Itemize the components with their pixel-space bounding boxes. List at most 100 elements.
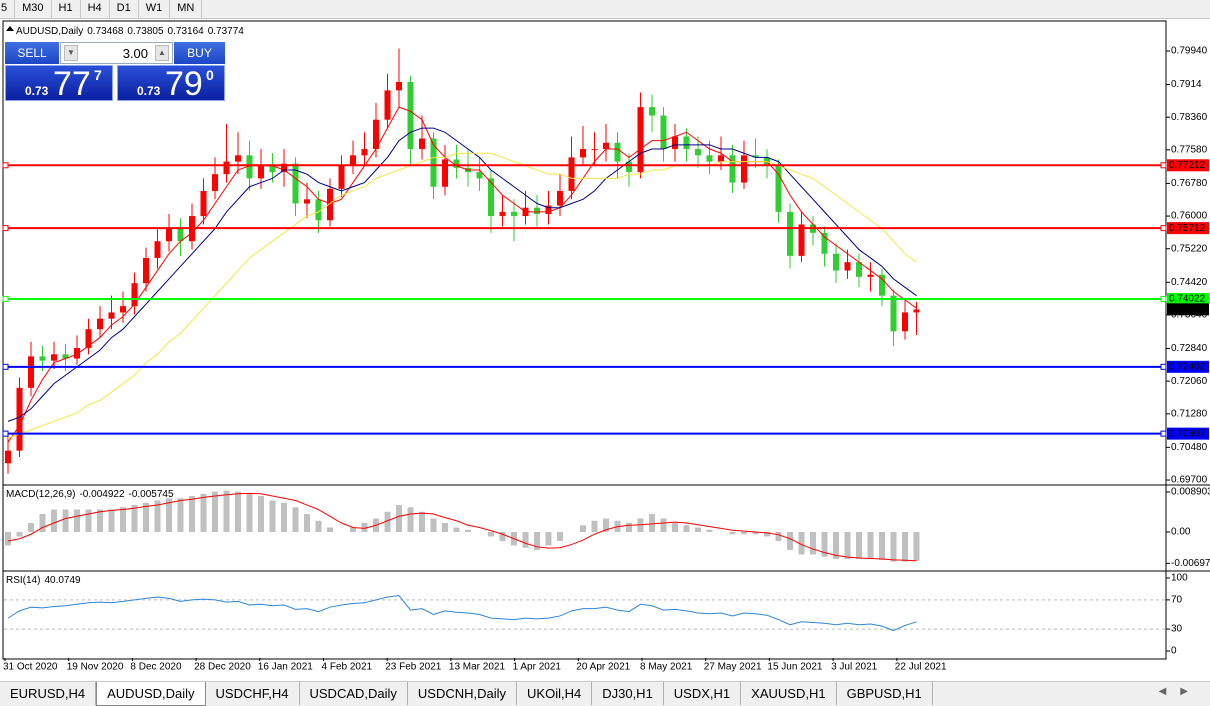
- chart-tabs: ◀▶ EURUSD,H4 AUDUSD,Daily USDCHF,H4 USDCAD,…: [0, 681, 1210, 706]
- sell-button[interactable]: SELL: [5, 42, 59, 64]
- timeframe-button[interactable]: H4: [81, 0, 110, 18]
- x-tick-label: 19 Nov 2020: [67, 662, 124, 673]
- x-tick-label: 13 Mar 2021: [449, 662, 506, 673]
- y-tick-label: 0.00: [1171, 527, 1191, 538]
- collapse-icon[interactable]: [6, 26, 14, 31]
- x-tick-label: 31 Oct 2020: [3, 662, 58, 673]
- candle-body: [867, 274, 874, 277]
- candle-body: [545, 205, 552, 214]
- level-handle: [1160, 225, 1167, 232]
- chart-tab[interactable]: DJ30,H1: [592, 682, 664, 705]
- chart-tab[interactable]: GBPUSD,H1: [837, 682, 933, 705]
- level-price-label: 0.72402: [1169, 361, 1206, 372]
- x-tick-label: 15 Jun 2021: [767, 662, 822, 673]
- candle-body: [695, 149, 701, 156]
- macd-bar: [499, 531, 506, 541]
- chart-tab[interactable]: UKOil,H4: [517, 682, 593, 705]
- macd-bar: [131, 505, 138, 532]
- macd-bar: [672, 523, 678, 532]
- macd-bar: [534, 531, 540, 550]
- chart-tab[interactable]: USDX,H1: [664, 682, 742, 705]
- macd-bar: [143, 502, 149, 532]
- chart-tab[interactable]: AUDUSD,Daily: [96, 682, 206, 706]
- candle-body: [223, 161, 230, 175]
- lot-down[interactable]: ▼: [64, 45, 78, 61]
- header-field: 0.73774: [208, 26, 245, 37]
- lot-up[interactable]: ▲: [155, 45, 169, 61]
- macd-bar: [407, 507, 414, 532]
- candle-body: [396, 81, 402, 91]
- candle-body: [626, 161, 632, 173]
- level-price-box: [1167, 159, 1209, 172]
- macd-signal: [7, 492, 917, 562]
- timeframe-button[interactable]: M30: [15, 0, 52, 18]
- timeframe-button[interactable]: W1: [139, 0, 171, 18]
- timeframe-button[interactable]: MN: [170, 0, 203, 18]
- y-tick-label: 30: [1171, 624, 1183, 635]
- current-price-box: [1167, 303, 1209, 316]
- candle-body: [235, 155, 241, 162]
- macd-bar: [97, 509, 103, 532]
- macd-bar: [706, 529, 713, 532]
- candle-body: [430, 138, 437, 187]
- candle-body: [511, 211, 517, 217]
- candle-body: [534, 207, 540, 214]
- candle-body: [580, 149, 586, 158]
- y-tick-label: 0.71280: [1171, 408, 1208, 419]
- x-tick-label: 22 Jul 2021: [895, 662, 947, 673]
- macd-bar: [5, 531, 11, 546]
- chart-tab[interactable]: USDCHF,H4: [206, 682, 300, 705]
- buy-button[interactable]: BUY: [174, 42, 225, 64]
- level-handle: [1160, 162, 1167, 169]
- candle-body: [718, 155, 724, 162]
- macd-bar: [821, 531, 828, 557]
- candle-body: [637, 107, 644, 173]
- y-tick-label: 0.69700: [1171, 475, 1208, 486]
- level-handle: [1160, 363, 1167, 370]
- bid-quote[interactable]: 0.73 77 7: [5, 65, 113, 103]
- candle-body: [338, 165, 345, 189]
- macd-bar: [626, 523, 632, 532]
- y-tick-label: 0: [1171, 646, 1177, 657]
- macd-bar: [580, 525, 586, 532]
- indicator-header: RSI(14) 40.0749: [6, 575, 81, 586]
- macd-bar: [442, 523, 448, 532]
- tab-scroll[interactable]: ◀▶: [1158, 686, 1202, 697]
- chart-tab[interactable]: USDCAD,Daily: [300, 682, 408, 705]
- lot-input[interactable]: ▼ 3.00 ▲: [60, 42, 173, 64]
- candle-body: [108, 312, 115, 319]
- candle-body: [131, 283, 138, 307]
- macd-bar: [695, 527, 701, 532]
- chart-tab[interactable]: USDCNH,Daily: [408, 682, 518, 705]
- candle-body: [143, 257, 149, 284]
- timeframe-toolbar: 5 M30 H1 H4 D1 W1 MN: [0, 0, 1210, 19]
- ask-prefix: 0.73: [137, 84, 161, 98]
- candle-body: [591, 149, 598, 151]
- macd-bar: [890, 531, 897, 562]
- candle-body: [557, 190, 563, 206]
- chart-tab[interactable]: EURUSD,H4: [0, 682, 97, 705]
- level-handle: [2, 363, 9, 370]
- level-price-label: 0.77212: [1169, 160, 1206, 171]
- candle-body: [51, 354, 57, 361]
- macd-bar: [430, 518, 437, 532]
- candle-body: [28, 356, 34, 388]
- timeframe-button[interactable]: 5: [0, 0, 16, 18]
- macd-bar: [166, 498, 172, 532]
- macd-bar: [603, 518, 609, 532]
- timeframe-button[interactable]: H1: [52, 0, 81, 18]
- candle-body: [775, 165, 782, 212]
- ask-pips: 79: [165, 65, 203, 103]
- rsi-line: [7, 594, 917, 632]
- ask-quote[interactable]: 0.73 79 0: [117, 65, 225, 103]
- candle-body: [258, 165, 264, 179]
- macd-bar: [246, 493, 253, 532]
- chart-tab[interactable]: XAUUSD,H1: [741, 682, 837, 705]
- x-tick-label: 8 Dec 2020: [130, 662, 182, 673]
- macd-bar: [729, 531, 736, 535]
- macd-bar: [913, 531, 920, 561]
- lot-value[interactable]: 3.00: [122, 46, 148, 61]
- macd-bar: [775, 531, 782, 541]
- header-field: MACD(12,26,9): [6, 489, 75, 500]
- timeframe-button[interactable]: D1: [110, 0, 139, 18]
